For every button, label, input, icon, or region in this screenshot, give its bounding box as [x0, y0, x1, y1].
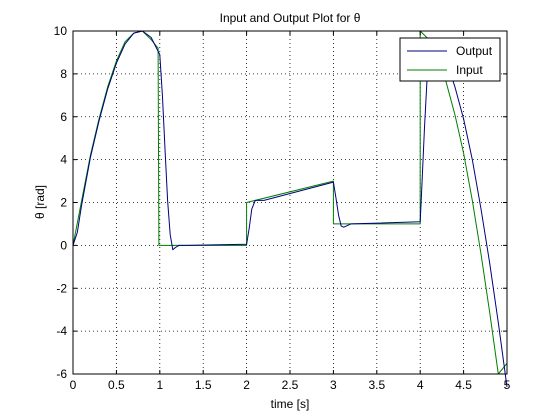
y-tick-label: -4	[56, 324, 67, 338]
y-tick-label: -2	[56, 281, 67, 295]
x-tick-label: 0.5	[108, 378, 125, 392]
x-tick-label: 1	[156, 378, 163, 392]
y-tick-label: 0	[60, 238, 67, 252]
x-tick-label: 1.5	[195, 378, 212, 392]
series-line-input	[72, 30, 508, 375]
ticks: 0 0.5 1 1.5 2 2.5 3 3.5 4 4.5 5 -6 -4 -2 0 2 4 6 8 10	[54, 24, 511, 392]
x-tick-label: 5	[504, 378, 511, 392]
y-axis-title: θ [rad]	[33, 185, 47, 219]
legend-label-output: Output	[456, 44, 493, 58]
x-tick-label: 0	[70, 378, 77, 392]
legend-label-input: Input	[456, 63, 483, 77]
y-tick-label: 2	[60, 196, 67, 210]
grid	[73, 31, 507, 374]
y-tick-label: 4	[60, 153, 67, 167]
x-tick-label: 2.5	[282, 378, 299, 392]
x-tick-label: 2	[243, 378, 250, 392]
legend-box	[399, 37, 501, 82]
x-tick-label: 3	[330, 378, 337, 392]
x-tick-label: 3.5	[368, 378, 385, 392]
chart-title: Input and Output Plot for θ	[220, 11, 361, 25]
x-tick-label: 4	[417, 378, 424, 392]
y-tick-label: -6	[56, 367, 67, 381]
y-tick-label: 8	[60, 67, 67, 81]
y-tick-label: 10	[54, 24, 68, 38]
x-tick-label: 4.5	[455, 378, 472, 392]
y-tick-label: 6	[60, 110, 67, 124]
x-axis-title: time [s]	[271, 397, 310, 411]
legend: Output Input	[399, 37, 501, 82]
